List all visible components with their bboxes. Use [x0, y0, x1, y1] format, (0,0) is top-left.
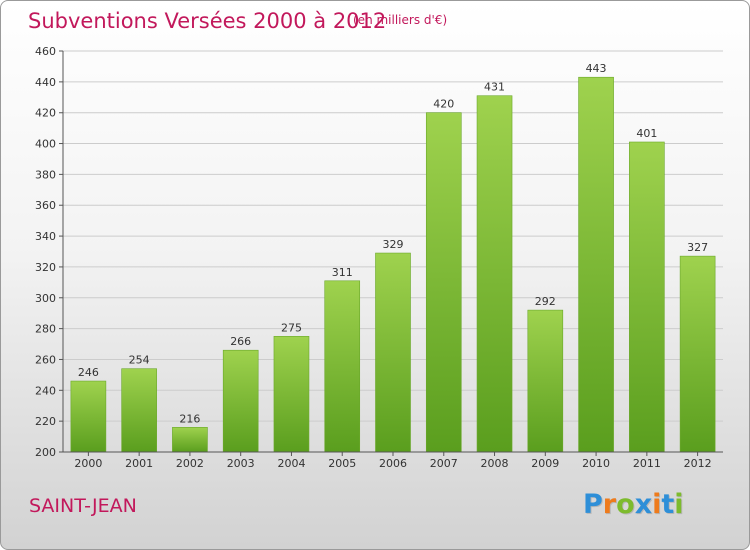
y-tick-label: 320: [35, 261, 56, 274]
logo-letter: i: [674, 489, 684, 520]
data-label: 311: [332, 266, 353, 279]
y-tick-label: 300: [35, 292, 56, 305]
logo-letter: i: [652, 489, 662, 520]
data-label: 420: [433, 98, 454, 111]
bar: [375, 252, 411, 453]
chart-title: Subventions Versées 2000 à 2012: [28, 9, 387, 33]
y-tick-label: 360: [35, 199, 56, 212]
x-tick-label: 2001: [125, 457, 153, 470]
y-tick-label: 240: [35, 384, 56, 397]
x-tick-label: 2000: [74, 457, 102, 470]
data-label: 254: [129, 354, 150, 367]
data-label: 246: [78, 366, 99, 379]
data-label: 443: [586, 62, 607, 75]
bar: [679, 255, 716, 453]
data-label: 401: [636, 127, 657, 140]
x-tick-label: 2007: [430, 457, 458, 470]
y-tick-label: 460: [35, 45, 56, 58]
bar: [324, 280, 361, 453]
logo-letter: o: [616, 489, 635, 520]
y-tick-label: 260: [35, 353, 56, 366]
x-tick-label: 2011: [633, 457, 661, 470]
bar: [172, 427, 208, 453]
x-tick-label: 2008: [481, 457, 509, 470]
x-tick-label: 2012: [684, 457, 712, 470]
commune-name: SAINT-JEAN: [29, 495, 137, 517]
bar: [578, 76, 614, 453]
bar: [222, 349, 259, 453]
proxiti-logo: Proxiti: [583, 489, 684, 520]
data-label: 292: [535, 295, 556, 308]
bar: [527, 309, 564, 453]
logo-letter: r: [602, 489, 617, 520]
bar: [425, 112, 462, 453]
y-tick-label: 440: [35, 76, 56, 89]
x-tick-label: 2006: [379, 457, 407, 470]
y-tick-label: 400: [35, 138, 56, 151]
bar: [476, 95, 513, 453]
bar: [629, 141, 665, 453]
data-label: 275: [281, 321, 302, 334]
y-tick-label: 340: [35, 230, 56, 243]
data-label: 266: [230, 335, 251, 348]
logo-letter: x: [634, 489, 653, 520]
data-label: 327: [687, 241, 708, 254]
x-tick-label: 2002: [176, 457, 204, 470]
x-tick-label: 2003: [227, 457, 255, 470]
bars-group: 246 254 216 266 275 311 329 420 431 292 443 401 327: [70, 62, 716, 453]
y-tick-label: 420: [35, 107, 56, 120]
bar: [273, 336, 310, 453]
axes: 200 220 240 260 280 300 320 340 360 380 400 420 440 4…: [35, 45, 723, 470]
data-label: 431: [484, 81, 505, 94]
x-tick-label: 2004: [277, 457, 305, 470]
logo-letter: t: [661, 489, 675, 520]
y-tick-label: 200: [35, 446, 56, 459]
bar: [121, 368, 157, 453]
x-tick-label: 2010: [582, 457, 610, 470]
logo-letter: P: [583, 489, 603, 520]
x-tick-label: 2009: [531, 457, 559, 470]
y-tick-label: 220: [35, 415, 56, 428]
y-tick-label: 380: [35, 168, 56, 181]
data-label: 216: [179, 412, 200, 425]
bar: [70, 380, 107, 453]
x-tick-label: 2005: [328, 457, 356, 470]
unit-label: (en milliers d'€): [353, 13, 448, 27]
y-tick-label: 280: [35, 323, 56, 336]
data-label: 329: [383, 238, 404, 251]
